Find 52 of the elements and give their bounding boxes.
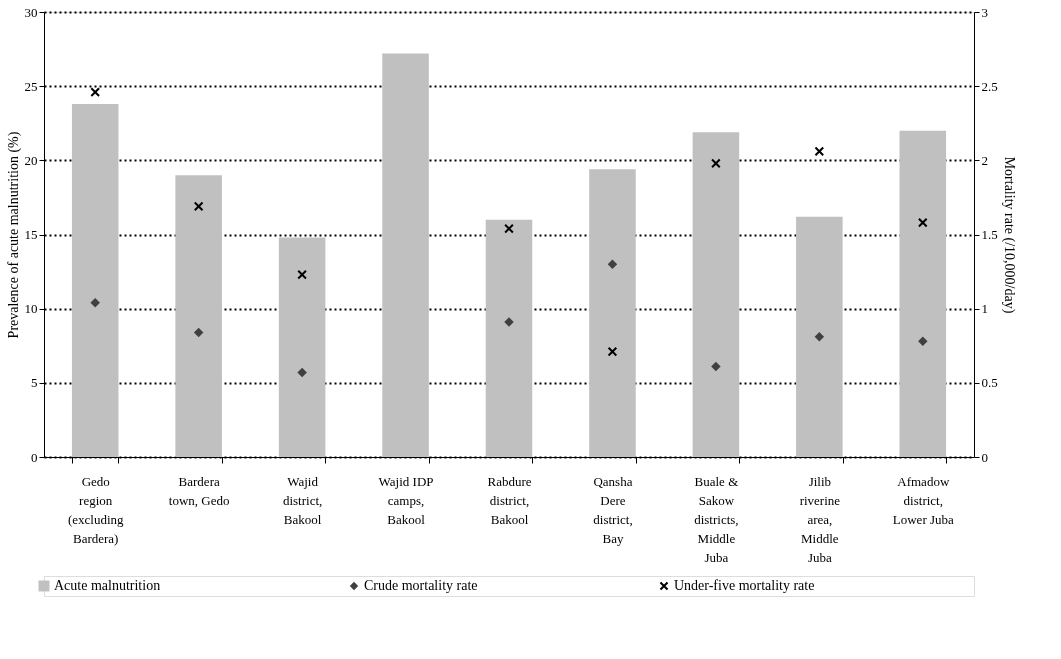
point [917, 217, 928, 228]
point [814, 146, 825, 157]
point [297, 269, 307, 280]
bar [692, 132, 740, 457]
y2-tick-label: 0.5 [981, 375, 998, 391]
bar [589, 169, 636, 457]
point [504, 223, 514, 234]
bar [899, 130, 947, 457]
y2-axis-title: Mortality rate (/10,000/day) [1000, 156, 1017, 314]
x-tick-label: Afmadow district, Lower Juba [892, 473, 955, 527]
point [297, 367, 307, 378]
bar [382, 53, 429, 457]
x-tick-label: Bardera town, Gedo [168, 473, 230, 508]
bar [175, 175, 222, 457]
y2-tick-label: 2 [981, 152, 988, 168]
x-tick-label: Wajid IDP camps, Bakool [378, 473, 434, 527]
bar [71, 103, 119, 457]
y-tick-label: 5 [31, 375, 38, 391]
bar [796, 216, 843, 457]
y-tick-label: 25 [24, 78, 38, 94]
point [193, 201, 204, 212]
legend-label: Acute malnutrition [54, 578, 161, 593]
y-tick-label: 20 [24, 152, 38, 168]
y2-tick-label: 1.5 [981, 227, 998, 242]
y-tick-label: 0 [31, 449, 38, 465]
point [814, 332, 825, 342]
x-tick-label: Wajid district, Bakool [282, 473, 323, 527]
y2-tick-label: 2.5 [981, 78, 998, 94]
y-tick-label: 15 [24, 227, 38, 242]
x-tick-label: Qansha Dere district, Bay [593, 473, 633, 546]
point [193, 327, 204, 338]
x-tick-label: Buale & Sakow districts, Middle Juba [694, 473, 739, 565]
point [607, 346, 618, 357]
legend-label: Crude mortality rate [364, 578, 478, 593]
y2-tick-label: 0 [981, 449, 988, 465]
y-tick-label: 10 [24, 301, 38, 317]
x-tick-label: Jilib riverine area, Middle Juba [799, 473, 841, 565]
point [90, 87, 101, 97]
bar [485, 219, 533, 457]
y2-tick-label: 1 [981, 301, 988, 317]
point [918, 336, 928, 347]
bar [278, 237, 326, 457]
x-tick-label: Rabdure district, Bakool [487, 473, 532, 527]
point [90, 297, 100, 308]
y-tick-label: 30 [24, 4, 38, 20]
point [607, 259, 618, 269]
x-tick-label: Gedo region (excluding Bardera) [67, 473, 124, 546]
point [711, 361, 721, 372]
y2-tick-label: 3 [981, 4, 988, 20]
point [711, 158, 721, 169]
y-axis-title: Prevalence of acute malnutrition (%) [5, 131, 22, 339]
legend-label: Under-five mortality rate [674, 578, 815, 593]
